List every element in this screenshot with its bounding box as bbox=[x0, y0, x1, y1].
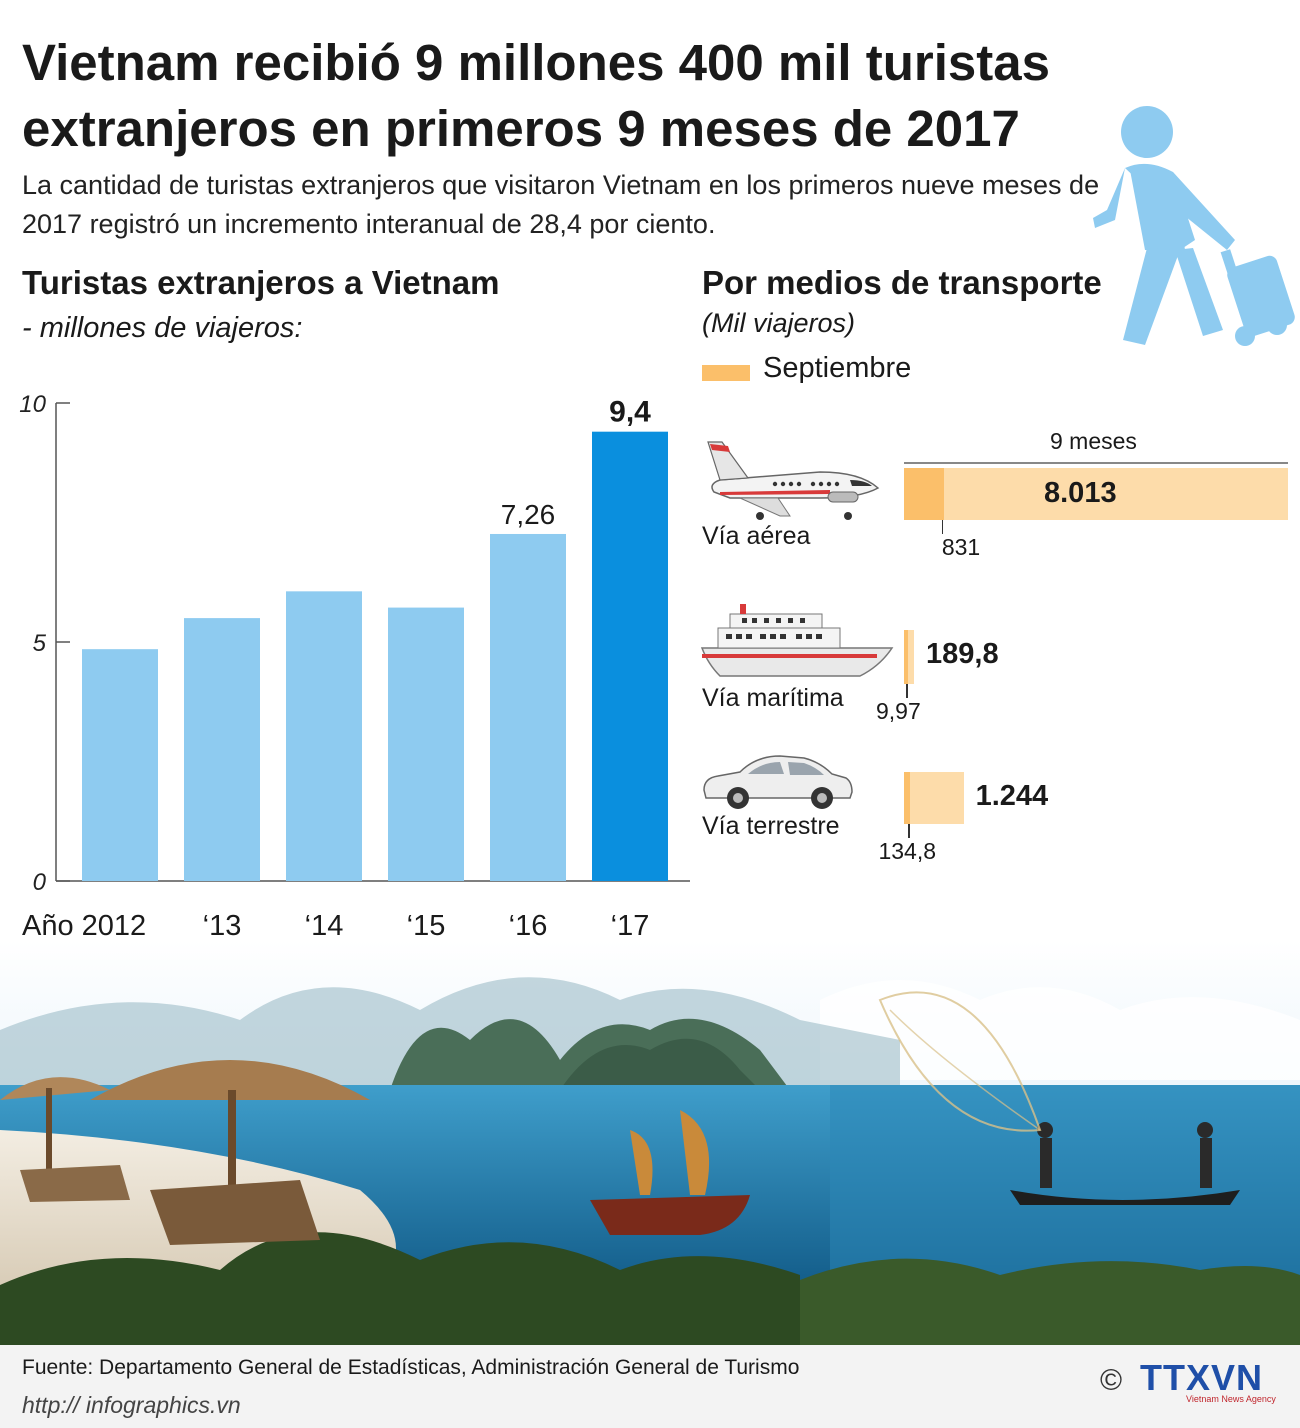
bar bbox=[82, 649, 158, 881]
x-tick-label: ‘15 bbox=[407, 910, 446, 942]
copyright-symbol: © bbox=[1100, 1364, 1122, 1397]
landscape-image bbox=[0, 940, 1300, 1345]
logo-text: TTXVN bbox=[1140, 1357, 1263, 1398]
ttxvn-logo: © TTXVN Vietnam News Agency bbox=[1100, 1357, 1276, 1404]
bar-chart-title: Turistas extranjeros a Vietnam bbox=[22, 264, 500, 301]
bar-septiembre bbox=[904, 630, 908, 684]
nine-months-label: 9 meses bbox=[1050, 428, 1137, 454]
bar-chart-marks: Año 2012 ‘13 ‘14 ‘15 7,26 ‘16 9,4 ‘17 bbox=[22, 396, 668, 942]
transport-september-label: 134,8 bbox=[878, 838, 937, 864]
page-title: Vietnam recibió 9 millones 400 mil turis… bbox=[22, 34, 1050, 157]
tourist-bar-chart: 0 5 10 Año 2012 ‘13 ‘14 ‘15 7,26 ‘16 9,4 ‘17 bbox=[19, 391, 690, 942]
source-text: Fuente: Departamento General de Estadíst… bbox=[22, 1356, 800, 1379]
x-tick-label: Año 2012 bbox=[22, 910, 146, 942]
ship-icon bbox=[700, 604, 894, 677]
airplane-icon bbox=[707, 441, 880, 520]
y-tick-label: 10 bbox=[19, 391, 46, 418]
bar-septiembre bbox=[904, 468, 944, 520]
bar-tick bbox=[908, 824, 910, 838]
x-tick-label: ‘13 bbox=[203, 910, 242, 942]
x-tick-label: ‘14 bbox=[305, 910, 344, 942]
transport-september-label: 9,97 bbox=[876, 698, 921, 724]
mode-label-air: Vía aérea bbox=[702, 522, 811, 550]
bar-chart-axes: 0 5 10 bbox=[19, 391, 690, 896]
page-subtitle: La cantidad de turistas extranjeros que … bbox=[22, 170, 1100, 239]
transport-total-label: 1.244 bbox=[975, 780, 1049, 812]
transport-september-label: 831 bbox=[941, 534, 981, 560]
transport-total-label: 8.013 bbox=[1044, 477, 1117, 509]
bar bbox=[388, 607, 464, 881]
bar-tick bbox=[941, 520, 944, 534]
bar bbox=[286, 591, 362, 881]
bar bbox=[490, 533, 566, 881]
transport-total-label: 189,8 bbox=[926, 638, 999, 670]
car-icon bbox=[703, 755, 853, 809]
bar-9-meses bbox=[904, 630, 914, 684]
website-link[interactable]: http:// infographics.vn bbox=[22, 1392, 241, 1418]
bar-value-label: 7,26 bbox=[501, 499, 556, 530]
mode-label-sea: Vía marítima bbox=[702, 684, 844, 712]
bar-chart-subtitle: - millones de viajeros: bbox=[22, 312, 303, 344]
traveler-icon bbox=[1093, 106, 1295, 346]
bar-value-label: 9,4 bbox=[609, 396, 651, 429]
bar-tick bbox=[906, 684, 908, 698]
logo-subtext: Vietnam News Agency bbox=[1186, 1394, 1276, 1404]
bar-9-meses bbox=[904, 468, 1288, 520]
legend-swatch-septiembre bbox=[702, 365, 750, 381]
legend-label-septiembre: Septiembre bbox=[763, 352, 912, 384]
mode-label-land: Vía terrestre bbox=[702, 812, 840, 840]
bar bbox=[184, 618, 260, 881]
bar-9-meses bbox=[904, 772, 964, 824]
footer-bar bbox=[0, 1345, 1300, 1428]
y-tick-label: 5 bbox=[33, 630, 47, 657]
bar bbox=[592, 431, 668, 881]
x-tick-label: ‘16 bbox=[509, 910, 548, 942]
x-tick-label: ‘17 bbox=[611, 910, 650, 942]
y-tick-label: 0 bbox=[33, 869, 47, 896]
transport-title: Por medios de transporte bbox=[702, 264, 1102, 301]
transport-subtitle: (Mil viajeros) bbox=[702, 308, 856, 338]
bar-septiembre bbox=[904, 772, 911, 824]
nine-months-bracket bbox=[904, 462, 1288, 464]
